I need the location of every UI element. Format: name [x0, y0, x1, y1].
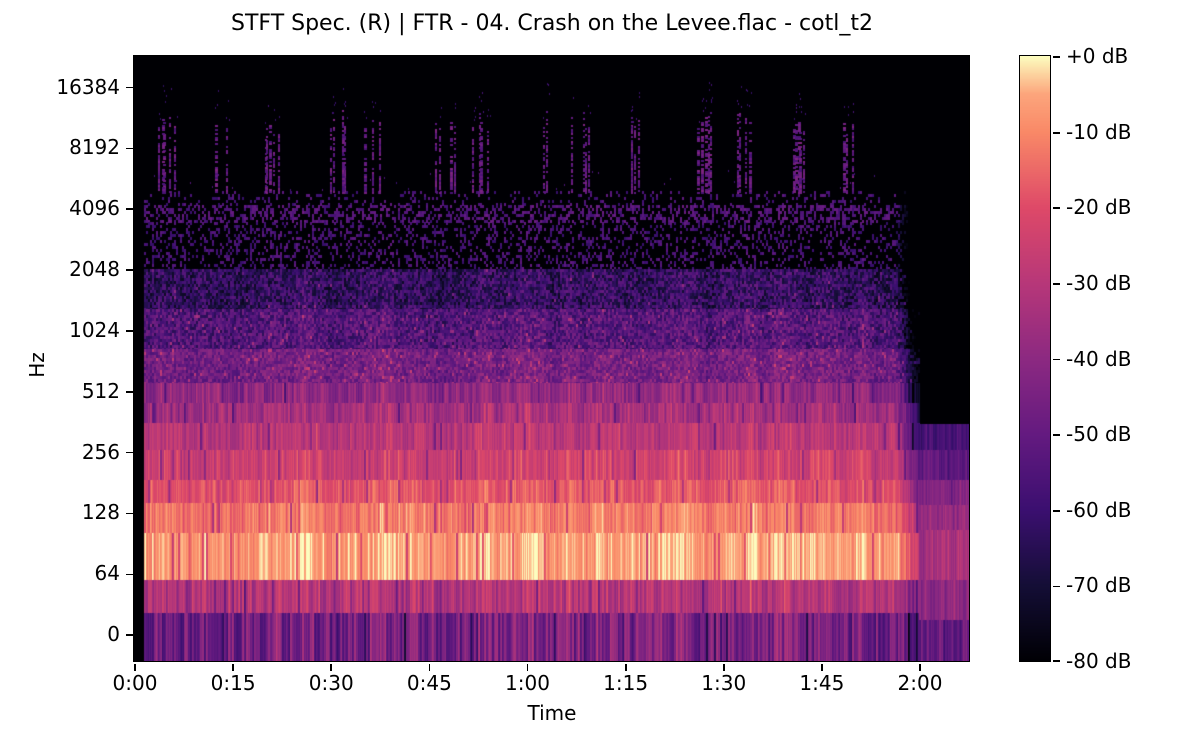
y-tick-label: 8192: [69, 135, 120, 160]
colorbar-tick-label: +0 dB: [1066, 44, 1129, 68]
x-tick-label: 1:45: [799, 671, 845, 695]
colorbar-tick-mark: [1053, 283, 1060, 285]
x-tick-mark: [526, 664, 529, 671]
y-tick-mark: [126, 390, 133, 393]
y-tick-label: 256: [81, 439, 120, 464]
y-tick-mark: [126, 573, 133, 576]
colorbar-tick-label: -10 dB: [1066, 119, 1132, 144]
colorbar-tick-mark: [1053, 207, 1060, 210]
y-tick-mark: [126, 330, 133, 332]
x-tick-mark: [722, 664, 725, 671]
colorbar-tick-label: -80 dB: [1066, 649, 1132, 673]
y-tick-label: 2048: [69, 257, 120, 282]
y-tick-label: 4096: [69, 196, 120, 221]
y-tick-label: 64: [94, 561, 120, 586]
colorbar-tick-mark: [1053, 660, 1060, 662]
colorbar-tick-mark: [1053, 434, 1060, 436]
x-axis-label: Time: [527, 701, 577, 725]
y-tick-label: 512: [81, 378, 120, 403]
colorbar-tick-mark: [1053, 131, 1060, 134]
y-tick-label: 1024: [69, 317, 120, 342]
spectrogram-canvas: [134, 56, 969, 661]
y-axis-label: Hz: [25, 352, 49, 378]
x-tick-label: 0:30: [308, 671, 354, 695]
y-tick-mark: [126, 147, 133, 150]
x-tick-mark: [134, 664, 136, 671]
y-tick-mark: [126, 269, 133, 271]
x-tick-mark: [330, 664, 333, 671]
colorbar-tick-mark: [1053, 56, 1060, 58]
colorbar-tick-label: -20 dB: [1066, 195, 1132, 220]
colorbar-tick-label: -30 dB: [1066, 270, 1132, 295]
x-tick-label: 1:15: [603, 671, 649, 695]
colorbar-tick-label: -60 dB: [1066, 497, 1132, 522]
colorbar-tick-label: -50 dB: [1066, 422, 1132, 447]
colorbar-canvas: [1020, 56, 1050, 661]
x-tick-label: 1:00: [505, 671, 550, 695]
colorbar-tick-mark: [1053, 358, 1060, 361]
x-tick-label: 1:30: [701, 671, 747, 695]
colorbar-tick-mark: [1053, 585, 1060, 588]
colorbar-tick-label: -40 dB: [1066, 346, 1132, 371]
y-tick-mark: [126, 208, 133, 211]
x-tick-mark: [624, 664, 627, 671]
y-tick-mark: [126, 634, 133, 637]
x-tick-label: 0:00: [112, 671, 158, 695]
y-tick-mark: [126, 86, 133, 89]
y-tick-label: 128: [81, 500, 120, 525]
colorbar-tick-mark: [1053, 509, 1060, 512]
x-tick-mark: [232, 664, 234, 671]
figure-title: STFT Spec. (R) | FTR - 04. Crash on the …: [231, 11, 873, 36]
colorbar-tick-label: -70 dB: [1066, 573, 1132, 598]
x-tick-label: 2:00: [897, 671, 943, 695]
x-tick-label: 0:45: [406, 671, 452, 695]
x-tick-mark: [919, 664, 921, 671]
y-tick-label: 16384: [56, 74, 120, 99]
y-tick-mark: [126, 451, 133, 454]
plot-area: [133, 55, 970, 662]
y-tick-label: 0: [107, 622, 120, 647]
x-tick-mark: [428, 664, 431, 671]
colorbar: [1019, 55, 1051, 662]
y-tick-mark: [126, 512, 133, 515]
x-tick-label: 0:15: [210, 671, 256, 695]
x-tick-mark: [821, 664, 823, 671]
